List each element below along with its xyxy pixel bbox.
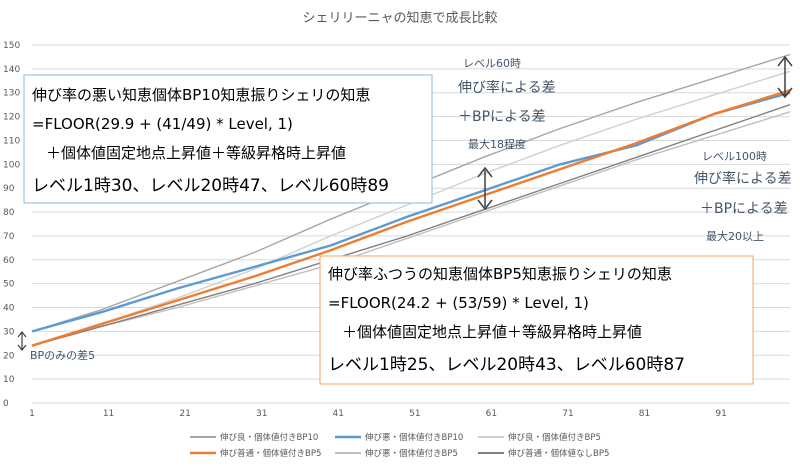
level60-label: レベル60時 <box>463 57 521 70</box>
y-tick-label: 80 <box>3 208 15 218</box>
level100-max: 最大20以上 <box>706 229 764 243</box>
y-tick-label: 30 <box>3 327 15 337</box>
legend-label: 伸び悪・個体値付きBP5 <box>365 448 458 459</box>
level60-bp-diff: ＋BPによる差 <box>458 109 546 125</box>
level100-label: レベル100時 <box>702 150 767 163</box>
series-line-3 <box>31 70 791 347</box>
legend-label: 伸び良・個体値付きBP5 <box>508 432 601 443</box>
series-line-5 <box>31 111 791 347</box>
x-tick-label: 71 <box>562 409 573 419</box>
y-tick-label: 110 <box>3 136 20 146</box>
x-tick-label: 31 <box>256 409 267 419</box>
legend-label: 伸び良・個体値付きBP10 <box>220 432 318 443</box>
y-tick-label: 40 <box>3 304 15 314</box>
level60-growth-diff: 伸び率による差 <box>458 79 556 96</box>
series-line-6 <box>31 104 791 347</box>
double-arrow-level1 <box>17 331 27 351</box>
bp-diff-note: BPのみの差5 <box>30 348 95 362</box>
x-tick-label: 11 <box>103 409 114 419</box>
box2-line3: ＋個体値固定地点上昇値＋等級昇格時上昇値 <box>342 323 642 341</box>
double-arrow-level60 <box>477 166 493 211</box>
y-tick-label: 130 <box>3 89 20 99</box>
double-arrow-level100 <box>777 55 793 99</box>
x-axis: 1 11 21 31 41 51 61 71 81 91 <box>29 409 727 419</box>
y-tick-label: 150 <box>3 41 20 51</box>
x-tick-label: 91 <box>715 409 726 419</box>
x-tick-label: 1 <box>29 409 35 419</box>
legend-label: 伸び普通・個体値付きBP5 <box>220 448 321 459</box>
y-tick-label: 20 <box>3 351 15 361</box>
formula-box-bp10: 伸び率の悪い知恵個体BP10知恵振りシェリの知恵 =FLOOR(29.9 + (… <box>23 74 433 204</box>
box2-formula: =FLOOR(24.2 + (53/59) * Level, 1) <box>328 294 589 312</box>
level100-growth-diff: 伸び率による差 <box>694 170 792 187</box>
x-tick-label: 51 <box>409 409 420 419</box>
y-tick-label: 140 <box>3 65 20 75</box>
box2-levels: レベル1時25、レベル20時43、レベル60時87 <box>328 355 685 375</box>
box1-line3: ＋個体値固定地点上昇値＋等級昇格時上昇値 <box>46 144 346 162</box>
y-tick-label: 60 <box>3 256 15 266</box>
x-tick-label: 21 <box>179 409 190 419</box>
y-tick-label: 100 <box>3 160 20 170</box>
chart-title: シェリリーニャの知恵で成長比較 <box>302 10 497 26</box>
y-tick-label: 50 <box>3 280 15 290</box>
y-tick-label: 70 <box>3 232 15 242</box>
y-tick-label: 10 <box>3 375 15 385</box>
x-tick-label: 41 <box>333 409 344 419</box>
y-axis: 0 10 20 30 40 50 60 70 80 90 100 110 120 130 140 150 <box>3 41 20 409</box>
y-tick-label: 120 <box>3 113 20 123</box>
y-tick-label: 0 <box>3 399 9 409</box>
series-line-4 <box>31 89 791 347</box>
level60-max: 最大18程度 <box>468 137 526 151</box>
legend-label: 伸び普通・個体値なしBP5 <box>508 448 609 459</box>
series-line-2 <box>31 91 791 333</box>
x-tick-label: 61 <box>486 409 497 419</box>
box1-line1: 伸び率の悪い知恵個体BP10知恵振りシェリの知恵 <box>32 86 370 104</box>
x-tick-label: 81 <box>639 409 650 419</box>
y-tick-label: 90 <box>3 184 15 194</box>
box1-levels: レベル1時30、レベル20時47、レベル60時89 <box>32 176 389 196</box>
box2-line1: 伸び率ふつうの知恵個体BP5知恵振りシェリの知恵 <box>328 265 672 283</box>
level100-bp-diff: ＋BPによる差 <box>700 201 788 217</box>
legend-label: 伸び悪・個体値付きBP10 <box>365 432 463 443</box>
chart-legend: 伸び良・個体値付きBP10 伸び悪・個体値付きBP10 伸び良・個体値付きBP5 伸び… <box>190 432 609 459</box>
formula-box-bp5: 伸び率ふつうの知恵個体BP5知恵振りシェリの知恵 =FLOOR(24.2 + (… <box>319 255 754 385</box>
box1-formula: =FLOOR(29.9 + (41/49) * Level, 1) <box>32 115 293 133</box>
